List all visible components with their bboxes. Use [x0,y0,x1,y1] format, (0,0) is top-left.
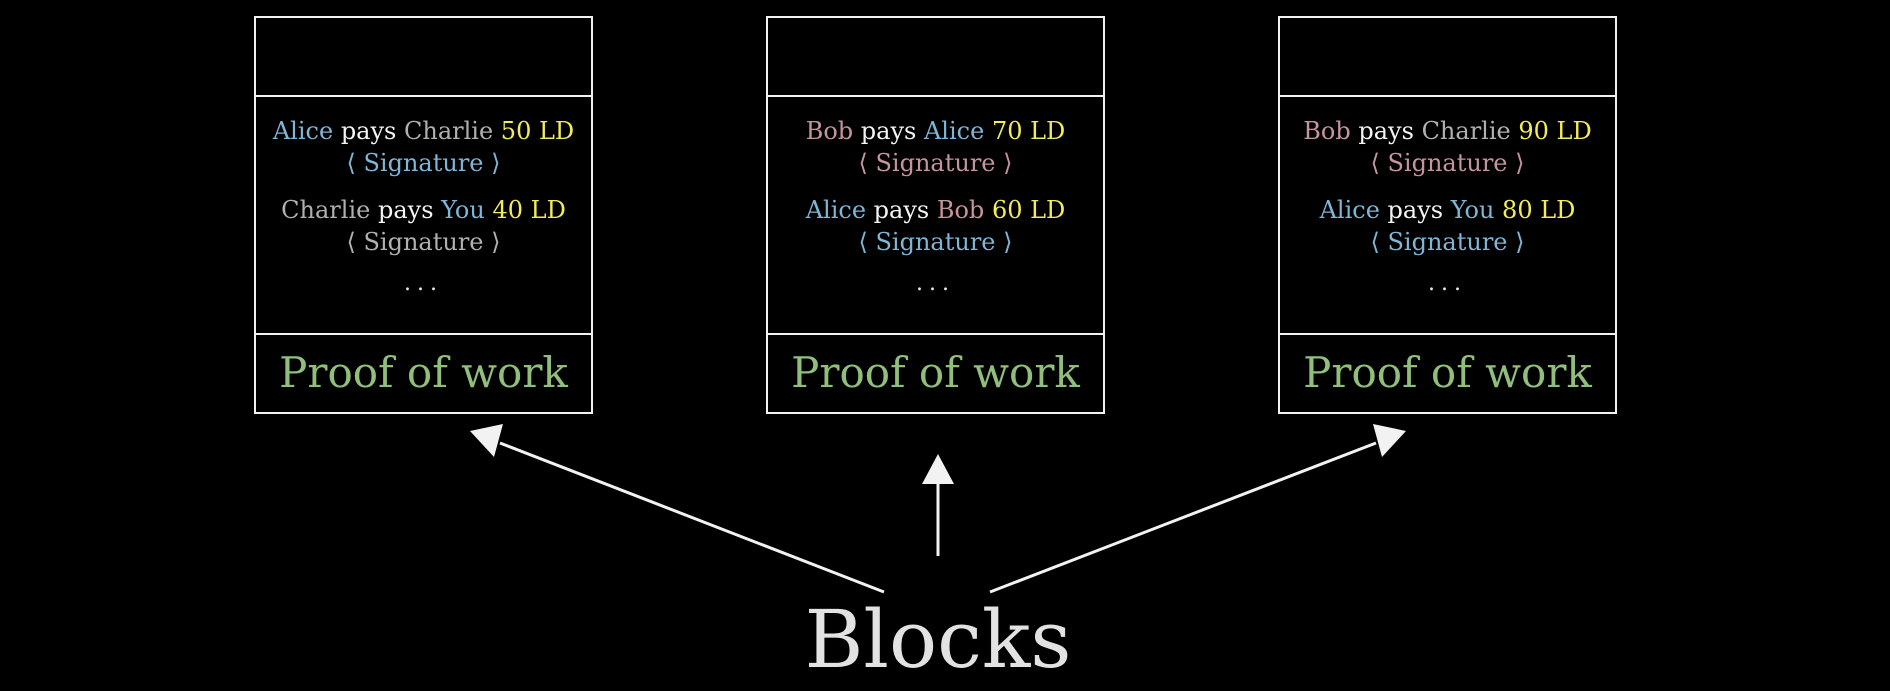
transaction: Alice pays Charlie 50 LD ⟨ Signature ⟩ [256,115,591,179]
arrow-left [470,424,885,594]
block-transactions: Bob pays Charlie 90 LD ⟨ Signature ⟩ Ali… [1280,97,1615,335]
block-3: Bob pays Charlie 90 LD ⟨ Signature ⟩ Ali… [1278,16,1617,414]
block-transactions: Bob pays Alice 70 LD ⟨ Signature ⟩ Alice… [768,97,1103,335]
tx-sender: Charlie [281,196,371,224]
tx-amount: 50 LD [500,117,575,145]
tx-recipient: Alice [923,117,985,145]
proof-of-work: Proof of work [791,348,1080,397]
tx-recipient: You [1450,196,1495,224]
tx-amount: 40 LD [492,196,566,224]
transaction: Bob pays Charlie 90 LD ⟨ Signature ⟩ [1280,115,1615,179]
block-1: Alice pays Charlie 50 LD ⟨ Signature ⟩ C… [254,16,593,414]
tx-recipient: Charlie [1421,117,1511,145]
signature: ⟨ Signature ⟩ [858,228,1013,256]
block-header [256,18,591,97]
block-header [768,18,1103,97]
tx-recipient: Charlie [404,117,494,145]
tx-amount: 80 LD [1502,196,1576,224]
ellipsis: ... [404,271,443,296]
tx-verb: pays [860,117,917,145]
ellipsis: ... [916,271,955,296]
tx-verb: pays [1387,196,1444,224]
ellipsis: ... [1428,271,1467,296]
signature: ⟨ Signature ⟩ [346,228,501,256]
transaction: Alice pays You 80 LD ⟨ Signature ⟩ [1280,194,1615,258]
tx-sender: Alice [272,117,334,145]
signature: ⟨ Signature ⟩ [346,149,501,177]
tx-amount: 70 LD [991,117,1066,145]
proof-of-work: Proof of work [1303,348,1592,397]
proof-of-work: Proof of work [279,348,568,397]
arrow-middle [922,454,954,556]
transaction: Bob pays Alice 70 LD ⟨ Signature ⟩ [768,115,1103,179]
arrow-right [989,424,1406,594]
tx-recipient: You [441,196,485,224]
transaction: Charlie pays You 40 LD ⟨ Signature ⟩ [256,194,591,258]
signature: ⟨ Signature ⟩ [1370,149,1525,177]
tx-verb: pays [873,196,930,224]
signature: ⟨ Signature ⟩ [1370,228,1525,256]
tx-sender: Bob [805,117,854,145]
tx-recipient: Bob [936,196,985,224]
tx-sender: Alice [1319,196,1380,224]
tx-sender: Bob [1303,117,1351,145]
tx-sender: Alice [805,196,867,224]
block-2: Bob pays Alice 70 LD ⟨ Signature ⟩ Alice… [766,16,1105,414]
tx-verb: pays [340,117,397,145]
signature: ⟨ Signature ⟩ [858,149,1013,177]
block-transactions: Alice pays Charlie 50 LD ⟨ Signature ⟩ C… [256,97,591,335]
transaction: Alice pays Bob 60 LD ⟨ Signature ⟩ [768,194,1103,258]
blocks-label: Blocks [804,593,1072,686]
tx-verb: pays [377,196,434,224]
tx-amount: 60 LD [991,196,1066,224]
tx-verb: pays [1358,117,1414,145]
block-header [1280,18,1615,97]
tx-amount: 90 LD [1518,117,1592,145]
